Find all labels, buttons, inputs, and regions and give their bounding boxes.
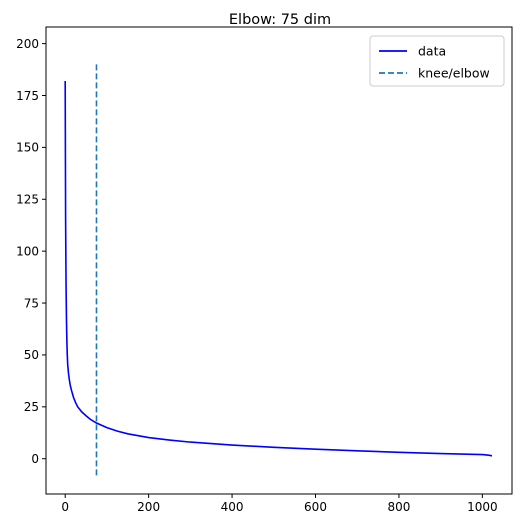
y-tick-label: 0 xyxy=(31,452,39,466)
series-line-data xyxy=(64,80,493,457)
x-tick-label: 600 xyxy=(304,500,327,514)
y-tick-label: 75 xyxy=(24,296,39,310)
plot-area-frame xyxy=(45,26,513,495)
x-tick-label: 400 xyxy=(221,500,244,514)
y-tick-label: 150 xyxy=(16,141,39,155)
x-axis: 0 200 400 600 800 1000 xyxy=(61,494,498,514)
y-tick-label: 100 xyxy=(16,244,39,258)
legend-label-knee-elbow: knee/elbow xyxy=(418,66,490,81)
y-tick-label: 175 xyxy=(16,89,39,103)
y-tick-label: 50 xyxy=(24,348,39,362)
y-axis: 0 25 50 75 100 125 150 175 200 xyxy=(16,37,46,466)
y-tick-label: 125 xyxy=(16,193,39,207)
x-tick-label: 800 xyxy=(387,500,410,514)
x-tick-label: 0 xyxy=(61,500,69,514)
x-tick-label: 1000 xyxy=(467,500,498,514)
series-layer xyxy=(64,62,493,476)
y-tick-label: 200 xyxy=(16,37,39,51)
legend-box xyxy=(369,35,505,87)
legend: data knee/elbow xyxy=(369,35,505,87)
y-tick-label: 25 xyxy=(24,400,39,414)
x-tick-label: 200 xyxy=(137,500,160,514)
chart-title: Elbow: 75 dim xyxy=(229,12,331,28)
legend-label-data: data xyxy=(418,44,446,59)
